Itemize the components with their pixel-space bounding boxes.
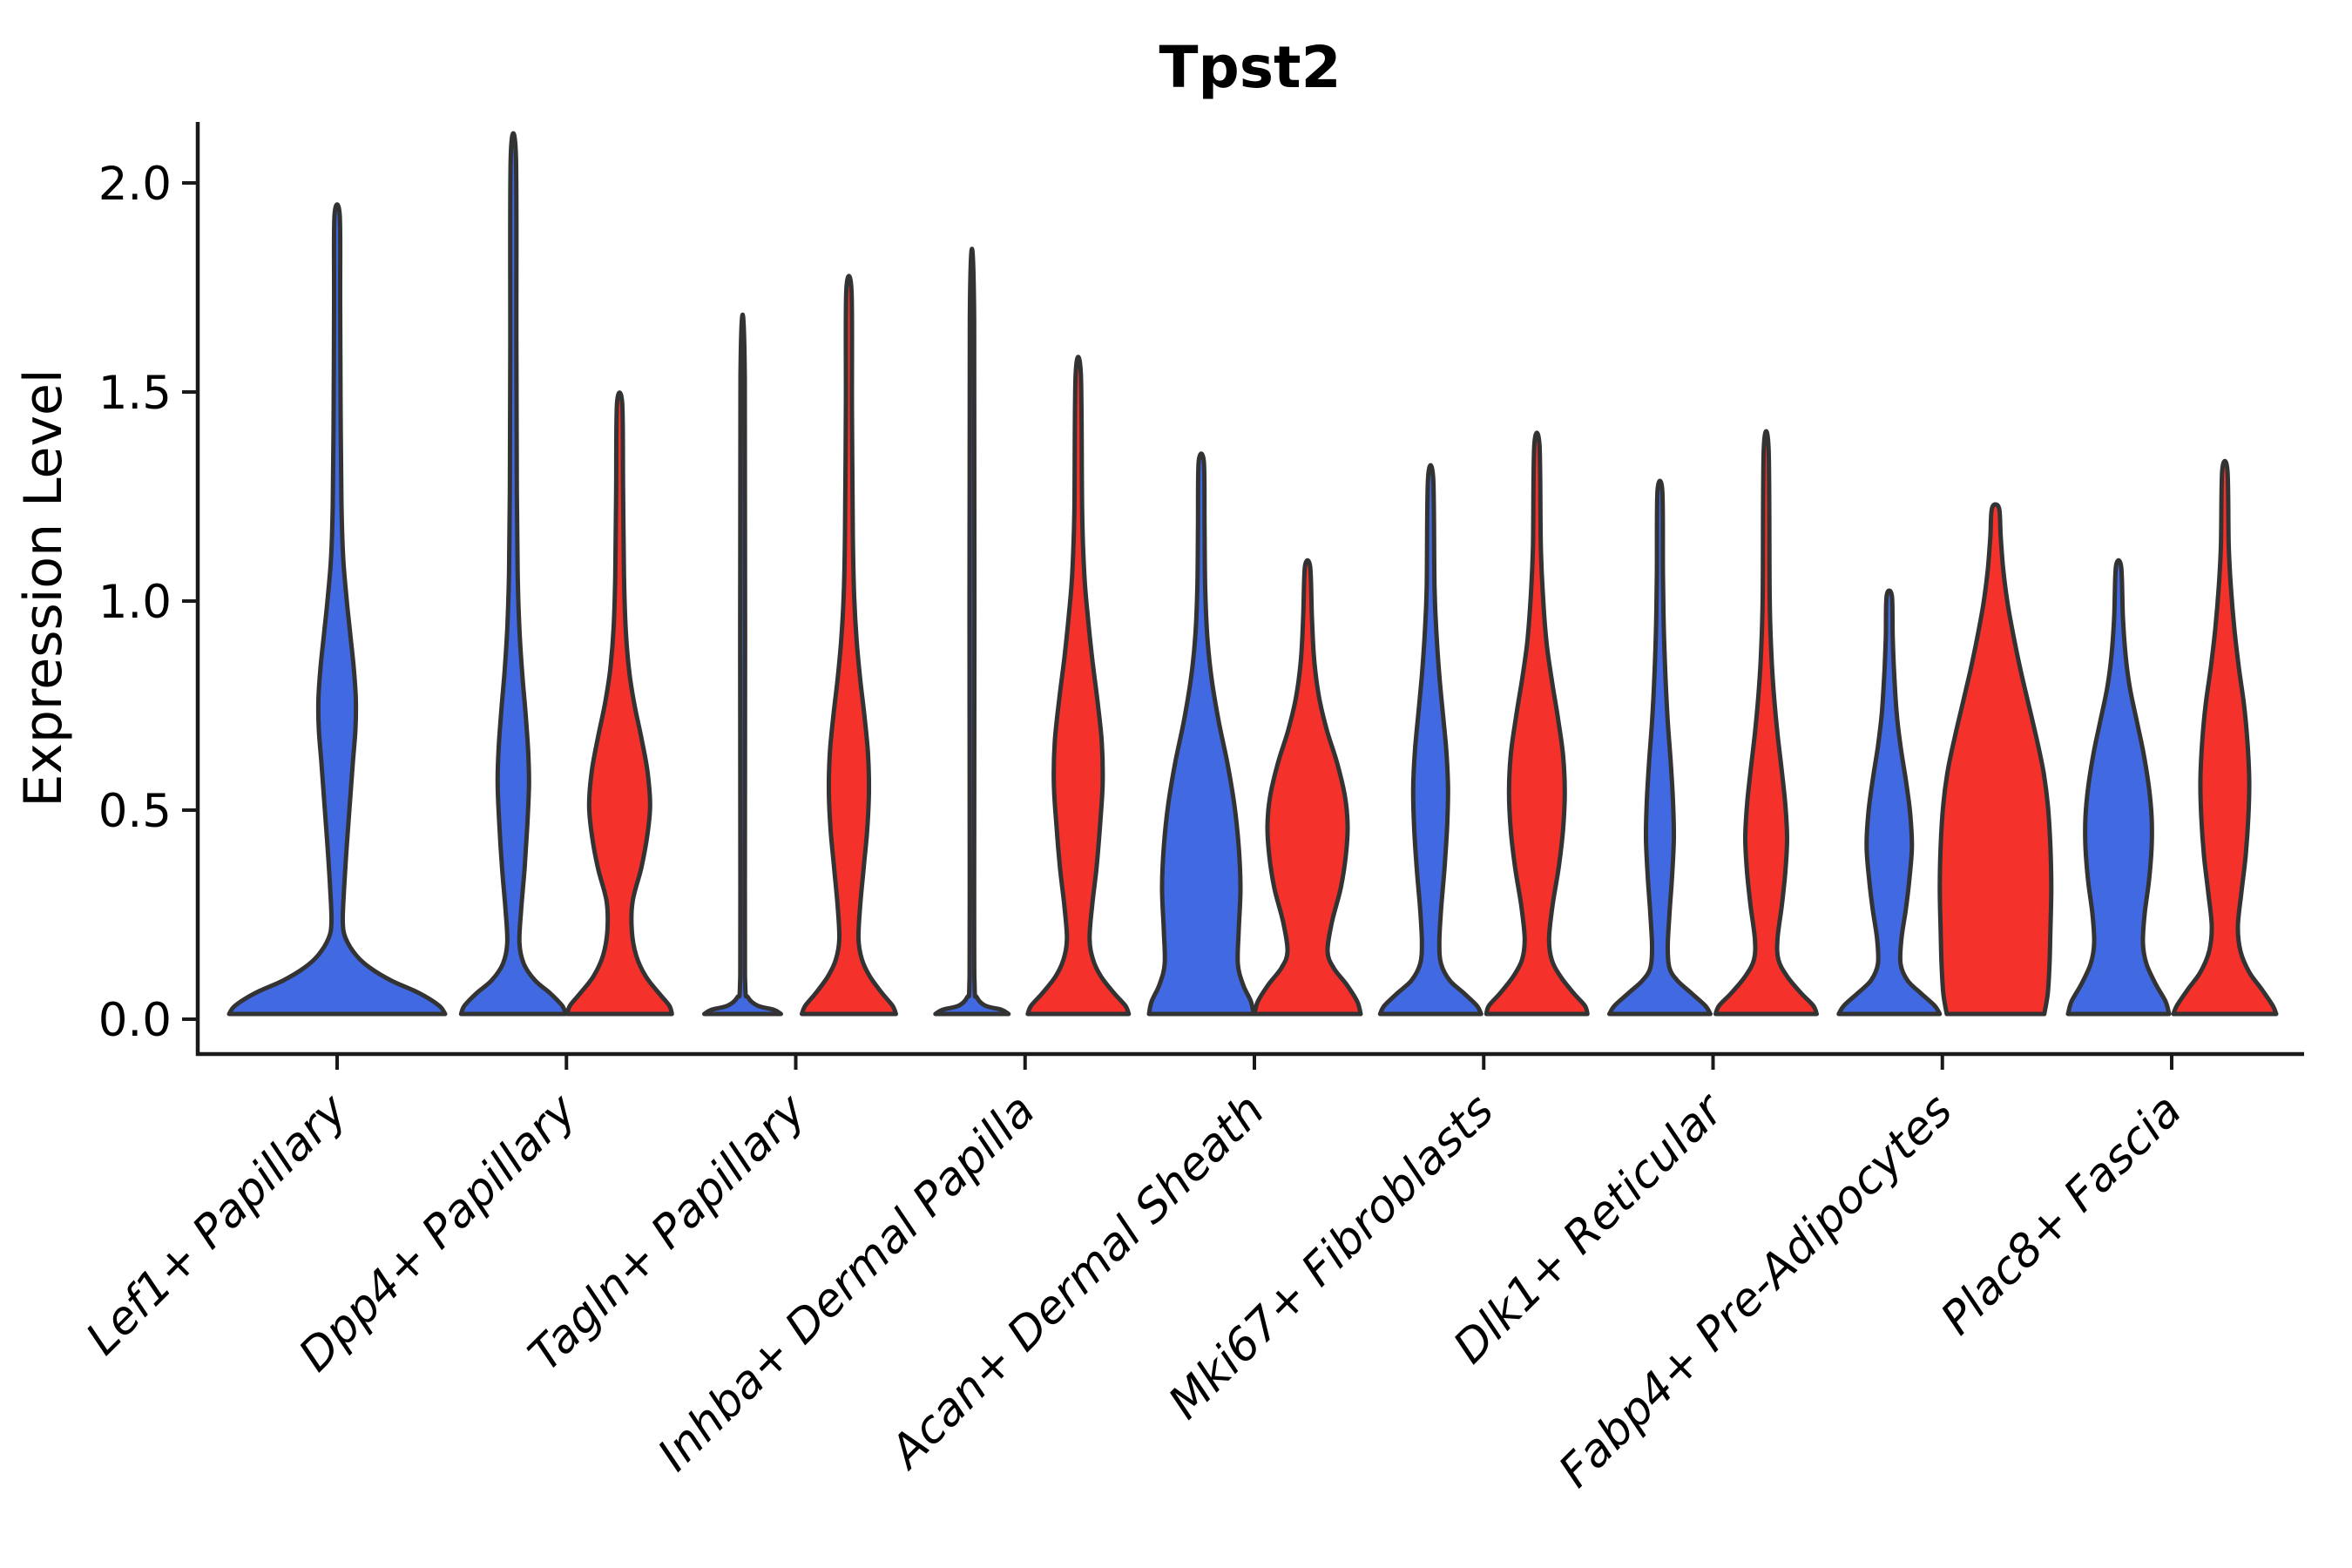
y-axis-label: Expression Level [13, 368, 74, 807]
violin-acan-dermal-sheath-blue [1146, 451, 1256, 1017]
violin-dlk1-reticular-blue [1607, 478, 1713, 1017]
violin-mki67-fibroblasts-red [1484, 430, 1590, 1017]
chart-title: Tpst2 [1159, 34, 1341, 101]
violin-mki67-fibroblasts-blue [1377, 463, 1484, 1017]
y-tick-label: 2.0 [98, 158, 172, 211]
violin-fabp4-pre-adipocytes-blue [1836, 588, 1943, 1017]
violin-dpp4-papillary-red [564, 390, 674, 1017]
violin-plac8-fascia-red [2171, 458, 2279, 1017]
violin-lef1-papillary-blue [226, 202, 448, 1017]
y-tick-label: 1.5 [98, 367, 172, 420]
violin-plac8-fascia-blue [2065, 558, 2172, 1017]
violin-acan-dermal-sheath-red [1252, 558, 1363, 1017]
violin-fabp4-pre-adipocytes-red [1937, 502, 2054, 1017]
violin-inhba-dermal-papilla-blue [933, 247, 1011, 1017]
y-tick-label: 0.0 [98, 994, 172, 1047]
violins-layer [226, 131, 2279, 1017]
violin-tagln-papillary-blue [702, 313, 783, 1017]
y-tick-labels: 0.0 0.5 1.0 1.5 2.0 [98, 158, 198, 1047]
x-tick-label-acan-dermal-sheath: Acan+ Dermal Sheath [879, 1085, 1274, 1480]
violin-inhba-dermal-papilla-red [1025, 355, 1132, 1017]
violin-dlk1-reticular-red [1713, 429, 1819, 1017]
violin-tagln-papillary-red [800, 274, 898, 1017]
y-tick-label: 0.5 [98, 785, 172, 838]
y-tick-label: 1.0 [98, 576, 172, 629]
x-tick-label-plac8-fascia: Plac8+ Fascia [1931, 1085, 2192, 1345]
axes-layer [195, 122, 2304, 1057]
x-tick-label-fabp4-pre-adipocytes: Fabp4+ Pre-Adipocytes [1549, 1085, 1963, 1498]
violin-dpp4-papillary-blue [458, 131, 568, 1017]
x-tick-label-inhba-dermal-papilla: Inhba+ Dermal Papilla [648, 1085, 1045, 1482]
